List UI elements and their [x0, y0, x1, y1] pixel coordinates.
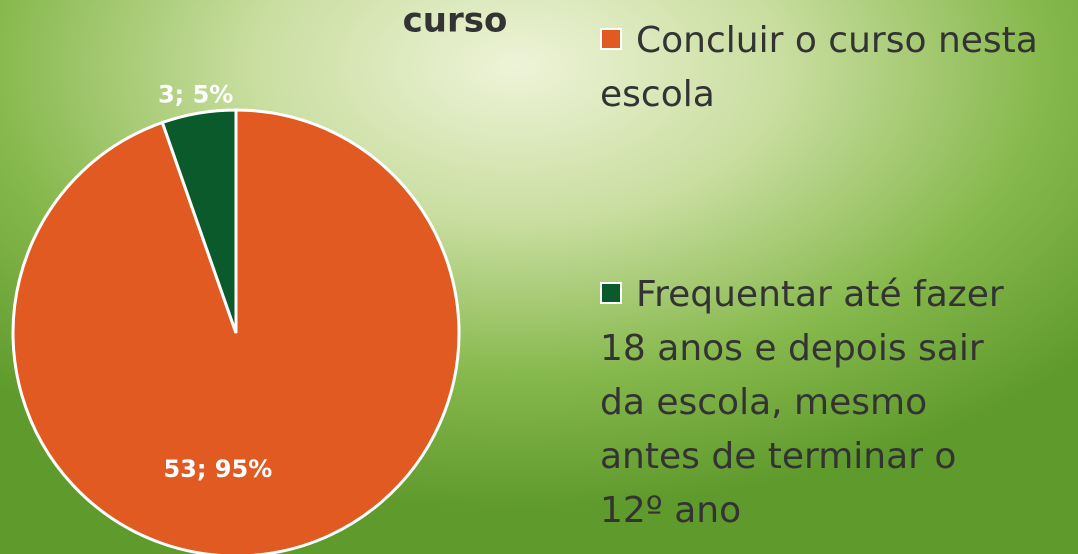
data-label: 53; 95%: [163, 455, 272, 483]
legend-label: Frequentar até fazer 18 anos e depois sa…: [600, 274, 1004, 531]
legend-swatch: [600, 28, 622, 50]
legend-item: Frequentar até fazer 18 anos e depois sa…: [600, 268, 1030, 538]
legend-item: Concluir o curso nesta escola: [600, 14, 1050, 122]
legend-label: Concluir o curso nesta escola: [600, 20, 1038, 115]
chart-title: curso: [403, 1, 508, 41]
pie-slice: [11, 108, 461, 554]
pie-slice: [160, 108, 238, 334]
data-label: 3; 5%: [158, 81, 233, 109]
legend-swatch: [600, 282, 622, 304]
